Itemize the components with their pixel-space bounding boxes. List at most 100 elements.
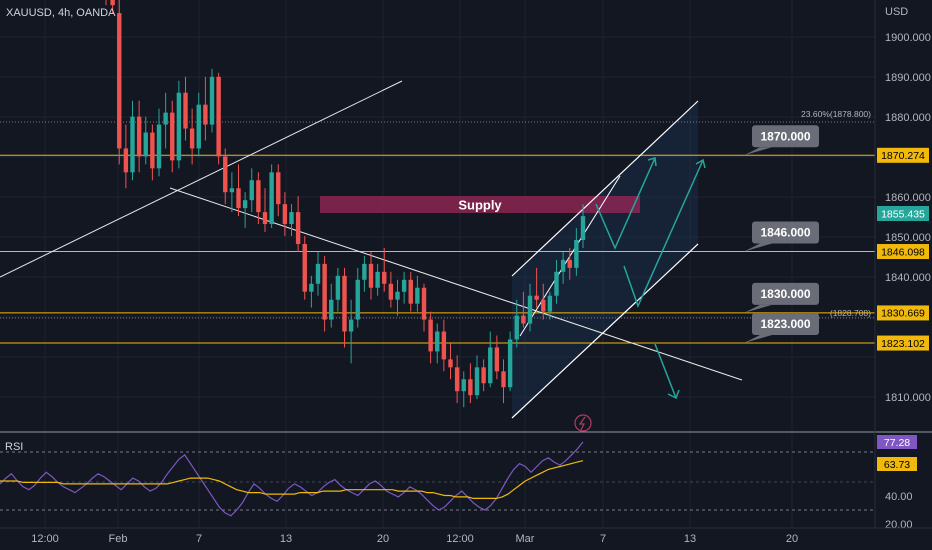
level-tag-bg bbox=[877, 244, 929, 260]
svg-text:1830.000: 1830.000 bbox=[760, 287, 810, 301]
candle bbox=[362, 255, 367, 292]
lightning-icon[interactable] bbox=[574, 414, 592, 432]
rsi-line bbox=[0, 441, 584, 517]
projection-path-3 bbox=[654, 343, 677, 399]
price-callouts: 1870.000 1846.000 1830.000 1823.000 bbox=[744, 125, 819, 344]
grid bbox=[0, 0, 875, 528]
rsi-tick-20: 20.00 bbox=[885, 519, 913, 531]
candle bbox=[448, 343, 453, 380]
candle bbox=[309, 275, 314, 308]
candle bbox=[461, 371, 466, 408]
time-tick: 20 bbox=[377, 533, 389, 545]
supply-zone bbox=[320, 196, 640, 213]
candle bbox=[428, 311, 433, 364]
level-tag-bg bbox=[877, 335, 929, 351]
candle bbox=[289, 204, 294, 236]
time-tick: 13 bbox=[684, 533, 696, 545]
last-price-tag: 1855.435 bbox=[877, 206, 929, 221]
rsi-ma-tag: 63.73 bbox=[877, 457, 917, 471]
candle bbox=[176, 80, 182, 169]
candle bbox=[408, 271, 413, 312]
price-tick: 1850.000 bbox=[885, 232, 931, 244]
candle bbox=[415, 275, 420, 312]
time-tick: 12:00 bbox=[446, 533, 474, 545]
candle bbox=[209, 68, 215, 133]
candle bbox=[110, 0, 115, 14]
price-tick: 1860.000 bbox=[885, 192, 931, 204]
candle bbox=[521, 291, 526, 328]
candle bbox=[315, 251, 321, 296]
projection-arrows bbox=[595, 157, 706, 400]
supply-label: Supply bbox=[458, 198, 502, 213]
time-tick: 7 bbox=[600, 533, 606, 545]
price-callout[interactable]: 1846.000 bbox=[744, 221, 819, 252]
level-tag-bg bbox=[877, 147, 929, 163]
price-tick: 1890.000 bbox=[885, 72, 931, 84]
candle bbox=[105, 0, 107, 6]
candle bbox=[580, 204, 586, 248]
candle bbox=[256, 172, 261, 225]
candle bbox=[514, 299, 519, 348]
candle bbox=[435, 323, 440, 364]
candle bbox=[203, 76, 208, 141]
candle bbox=[295, 196, 301, 252]
projection-path-1 bbox=[595, 157, 656, 250]
candle bbox=[183, 76, 188, 141]
channel-lower-line[interactable] bbox=[511, 243, 699, 419]
candle bbox=[242, 192, 248, 229]
candle bbox=[560, 251, 566, 284]
candle bbox=[401, 271, 407, 304]
candle bbox=[123, 124, 129, 189]
candle bbox=[441, 319, 447, 372]
candle bbox=[395, 279, 400, 316]
time-tick: Mar bbox=[516, 533, 535, 545]
price-level-tags: 1870.274 1846.098 1830.669 1823.102 bbox=[877, 147, 929, 351]
price-callout[interactable]: 1830.000 bbox=[744, 282, 819, 313]
svg-text:1823.000: 1823.000 bbox=[760, 317, 810, 331]
candle bbox=[223, 148, 228, 205]
candle bbox=[143, 116, 148, 165]
candle bbox=[335, 267, 341, 312]
time-axis[interactable]: 12:00 Feb 7 13 20 12:00 Mar 7 13 20 bbox=[31, 533, 798, 545]
rsi-value-tag: 77.28 bbox=[877, 435, 917, 449]
candle bbox=[501, 359, 506, 404]
candle bbox=[229, 172, 235, 213]
rsi-tick-40: 40.00 bbox=[885, 491, 913, 503]
time-tick: 12:00 bbox=[31, 533, 59, 545]
candle bbox=[388, 271, 394, 308]
rsi-ma-line bbox=[0, 460, 584, 499]
candle bbox=[375, 263, 380, 296]
candle bbox=[488, 331, 493, 388]
candle bbox=[130, 100, 135, 181]
candle bbox=[348, 299, 354, 364]
svg-text:77.28: 77.28 bbox=[884, 437, 910, 449]
horizontal-levels bbox=[0, 154, 875, 344]
price-callout[interactable]: 1870.000 bbox=[744, 125, 819, 156]
symbol-label: XAUUSD, 4h, OANDA bbox=[6, 7, 116, 19]
candle bbox=[269, 164, 274, 229]
candle bbox=[329, 283, 334, 328]
candle bbox=[282, 192, 288, 236]
arrowhead-2 bbox=[695, 158, 706, 169]
time-tick: 7 bbox=[196, 533, 202, 545]
level-tag-text: 1830.669 bbox=[881, 308, 925, 320]
candle bbox=[534, 267, 539, 308]
price-axis[interactable]: 1900.000 1890.000 1880.000 1860.000 1850.000… bbox=[885, 32, 931, 404]
candle bbox=[554, 259, 559, 304]
candle bbox=[189, 108, 195, 165]
arrowhead-3 bbox=[667, 389, 680, 400]
candle bbox=[574, 228, 579, 276]
price-callout[interactable]: 1823.000 bbox=[744, 313, 819, 344]
candle bbox=[454, 355, 460, 404]
candle bbox=[468, 363, 473, 404]
trendline-rising[interactable] bbox=[0, 80, 403, 278]
channel-upper-line[interactable] bbox=[511, 100, 699, 277]
level-tag-bg bbox=[877, 305, 929, 321]
candle bbox=[355, 267, 360, 328]
candle bbox=[170, 100, 175, 173]
candle bbox=[216, 72, 221, 165]
candle bbox=[547, 291, 553, 320]
candle bbox=[481, 359, 486, 392]
candle bbox=[527, 283, 533, 332]
